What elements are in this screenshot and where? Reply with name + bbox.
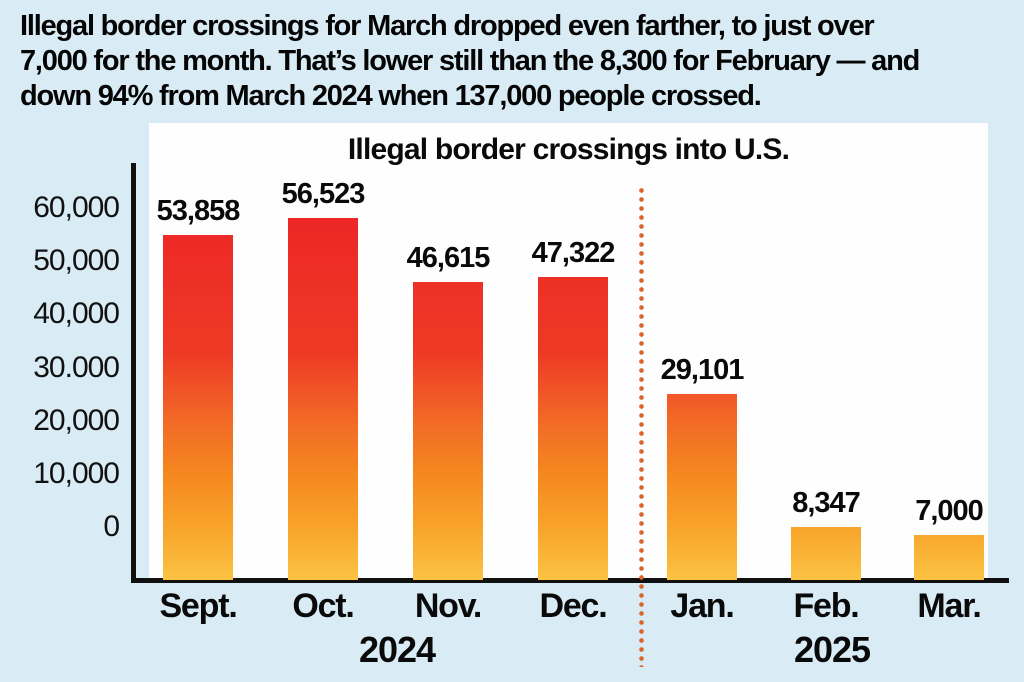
- y-tick-label: 40,000: [33, 297, 120, 331]
- y-tick-label: 0: [103, 510, 120, 544]
- bar-oct: [288, 218, 358, 580]
- x-axis-line: [131, 578, 1009, 583]
- y-tick-label: 60,000: [33, 191, 120, 224]
- bar-sept: [163, 235, 233, 580]
- year-divider-dotted-line: [639, 186, 644, 667]
- x-axis-label-mar: Mar.: [917, 587, 981, 625]
- bar-value-label: 47,322: [531, 237, 616, 269]
- bar-dec: [538, 277, 608, 580]
- bar-value-label: 53,858: [156, 195, 241, 227]
- x-axis-label-dec: Dec.: [539, 587, 607, 625]
- bar-value-label: 46,615: [406, 242, 491, 274]
- x-axis-label-feb: Feb.: [793, 587, 859, 625]
- headline-line-3: down 94% from March 2024 when 137,000 pe…: [20, 80, 762, 112]
- y-tick-label: 30.000: [33, 350, 120, 384]
- bar-value-label: 8,347: [792, 487, 861, 519]
- bar-nov: [413, 282, 483, 580]
- year-label-2024: 2024: [358, 629, 436, 670]
- bar-feb: [791, 527, 861, 580]
- bar-mar: [914, 535, 984, 580]
- headline-line-1: Illegal border crossings for March dropp…: [20, 10, 875, 42]
- y-tick-label: 10,000: [33, 457, 120, 490]
- x-axis-label-nov: Nov.: [414, 587, 483, 625]
- year-label-2025: 2025: [793, 629, 871, 670]
- y-tick-label: 50,000: [33, 244, 120, 278]
- y-axis-line: [131, 163, 136, 583]
- bar-value-label: 56,523: [281, 178, 366, 210]
- bar-jan: [667, 394, 737, 580]
- bar-value-label: 7,000: [915, 495, 984, 527]
- chart-title: Illegal border crossings into U.S.: [347, 133, 790, 166]
- headline-line-2: 7,000 for the month. That’s lower still …: [20, 45, 920, 77]
- bar-value-label: 29,101: [660, 354, 745, 386]
- headline: Illegal border crossings for March dropp…: [20, 9, 1010, 114]
- x-axis-label-sept: Sept.: [159, 587, 237, 625]
- x-axis-label-jan: Jan.: [670, 587, 734, 625]
- y-tick-label: 20,000: [33, 403, 120, 437]
- x-axis-label-oct: Oct.: [292, 587, 355, 625]
